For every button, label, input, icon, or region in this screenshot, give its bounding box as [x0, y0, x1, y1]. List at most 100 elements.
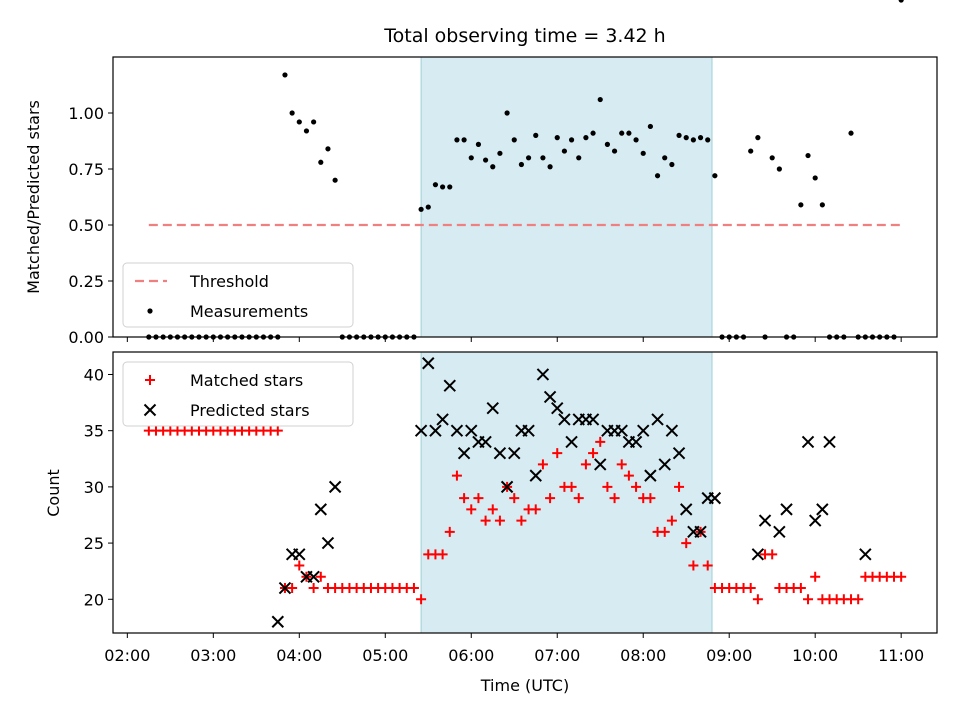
predicted-star-point: [486, 401, 499, 415]
measurement-point: [676, 132, 682, 138]
y-tick-label: 1.00: [68, 104, 104, 123]
predicted-star-point: [314, 503, 327, 516]
matched-star-point: [480, 515, 491, 526]
matched-star-point: [530, 504, 541, 515]
matched-star-point: [767, 549, 778, 560]
matched-star-point: [566, 481, 577, 492]
predicted-star-point: [708, 491, 722, 505]
legend-measurement-swatch: [147, 308, 153, 314]
measurement-point: [611, 148, 618, 154]
matched-star-point: [631, 481, 642, 492]
y-tick-label: 25: [84, 534, 104, 553]
matched-star-point: [272, 425, 283, 436]
matched-star-point: [287, 583, 298, 594]
y-tick-label: 30: [84, 478, 104, 497]
predicted-star-point: [450, 424, 464, 437]
predicted-star-point: [565, 435, 578, 449]
predicted-star-point: [278, 581, 292, 595]
matched-star-point: [602, 481, 613, 492]
x-tick-label: 04:00: [276, 646, 322, 665]
measurement-point: [454, 137, 460, 143]
matched-star-point: [752, 594, 763, 605]
predicted-star-point: [436, 413, 449, 426]
measurement-point: [755, 135, 761, 141]
y-tick-label: 0.75: [68, 160, 104, 179]
matched-star-point: [451, 470, 462, 481]
predicted-star-point: [307, 570, 320, 584]
measurement-point: [848, 130, 854, 136]
predicted-star-point: [429, 424, 442, 437]
predicted-star-point: [457, 446, 471, 460]
matched-star-point: [702, 560, 713, 571]
predicted-star-point: [493, 446, 507, 460]
measurement-point: [712, 173, 718, 179]
predicted-star-point: [615, 424, 628, 437]
predicted-star-point: [536, 368, 550, 381]
predicted-star-point: [816, 503, 829, 516]
matched-star-point: [315, 571, 326, 582]
predicted-star-point: [637, 424, 650, 437]
predicted-star-point: [672, 446, 686, 460]
top-panel: 0.00 0.25 0.50 0.75 1.00 Threshold Measurement…: [68, 0, 938, 347]
measurement-point: [662, 155, 668, 161]
measurement-point: [654, 173, 661, 179]
matched-star-point: [645, 493, 656, 504]
matched-star-point: [674, 481, 685, 492]
top-y-axis-label: Matched/Predicted stars: [24, 100, 43, 294]
y-tick-label: 20: [84, 590, 104, 609]
bottom-y-axis-label: Count: [44, 469, 63, 517]
y-tick-label: 40: [84, 365, 104, 384]
matched-star-point: [416, 594, 427, 605]
measurement-point: [461, 137, 467, 143]
legend-entry-label: Threshold: [189, 272, 269, 291]
predicted-star-point: [594, 458, 607, 471]
matched-star-point: [659, 526, 670, 537]
measurement-point: [590, 130, 596, 136]
matched-star-point: [408, 583, 419, 594]
predicted-star-point: [508, 446, 521, 460]
predicted-star-point: [522, 424, 535, 437]
measurement-point: [776, 166, 782, 172]
x-tick-label: 03:00: [190, 646, 236, 665]
matched-star-point: [459, 493, 470, 504]
x-tick-label: 02:00: [104, 646, 150, 665]
measurement-point: [432, 182, 439, 188]
measurement-point: [554, 135, 560, 141]
measurement-point: [647, 123, 653, 130]
predicted-star-point: [558, 413, 571, 426]
measurement-point: [597, 96, 603, 103]
measurement-point: [748, 148, 754, 154]
predicted-star-point: [586, 413, 600, 426]
measurement-point: [418, 206, 424, 212]
predicted-star-point: [658, 458, 671, 471]
predicted-star-point: [758, 514, 772, 527]
matched-star-point: [516, 515, 527, 526]
measurement-point: [626, 130, 632, 136]
measurement-point: [504, 110, 510, 116]
measurement-point: [604, 141, 611, 147]
matched-star-point: [803, 594, 814, 605]
measurement-point: [576, 155, 582, 161]
x-tick-label: 10:00: [792, 646, 838, 665]
measurement-point: [511, 137, 517, 143]
measurement-point: [819, 202, 825, 208]
predicted-star-point: [443, 379, 456, 392]
predicted-star-point: [479, 435, 492, 449]
predicted-star-point: [414, 424, 428, 437]
matched-star-point: [616, 459, 627, 470]
predicted-star-point: [465, 424, 478, 437]
matched-star-point: [688, 560, 699, 571]
measurement-point: [282, 72, 288, 78]
legend-entry-label: Measurements: [190, 302, 308, 321]
predicted-star-point: [751, 548, 765, 561]
measurement-point: [812, 175, 818, 181]
x-axis-label: Time (UTC): [480, 676, 569, 695]
legend-matched-swatch: [145, 375, 155, 385]
x-tick-label: 06:00: [448, 646, 494, 665]
y-tick-label: 35: [84, 422, 104, 441]
measurement-point: [568, 137, 575, 143]
matched-star-point: [853, 594, 864, 605]
axes-frame: [112, 351, 938, 634]
y-tick-label: 0.00: [68, 328, 104, 347]
measurement-point: [311, 119, 317, 125]
